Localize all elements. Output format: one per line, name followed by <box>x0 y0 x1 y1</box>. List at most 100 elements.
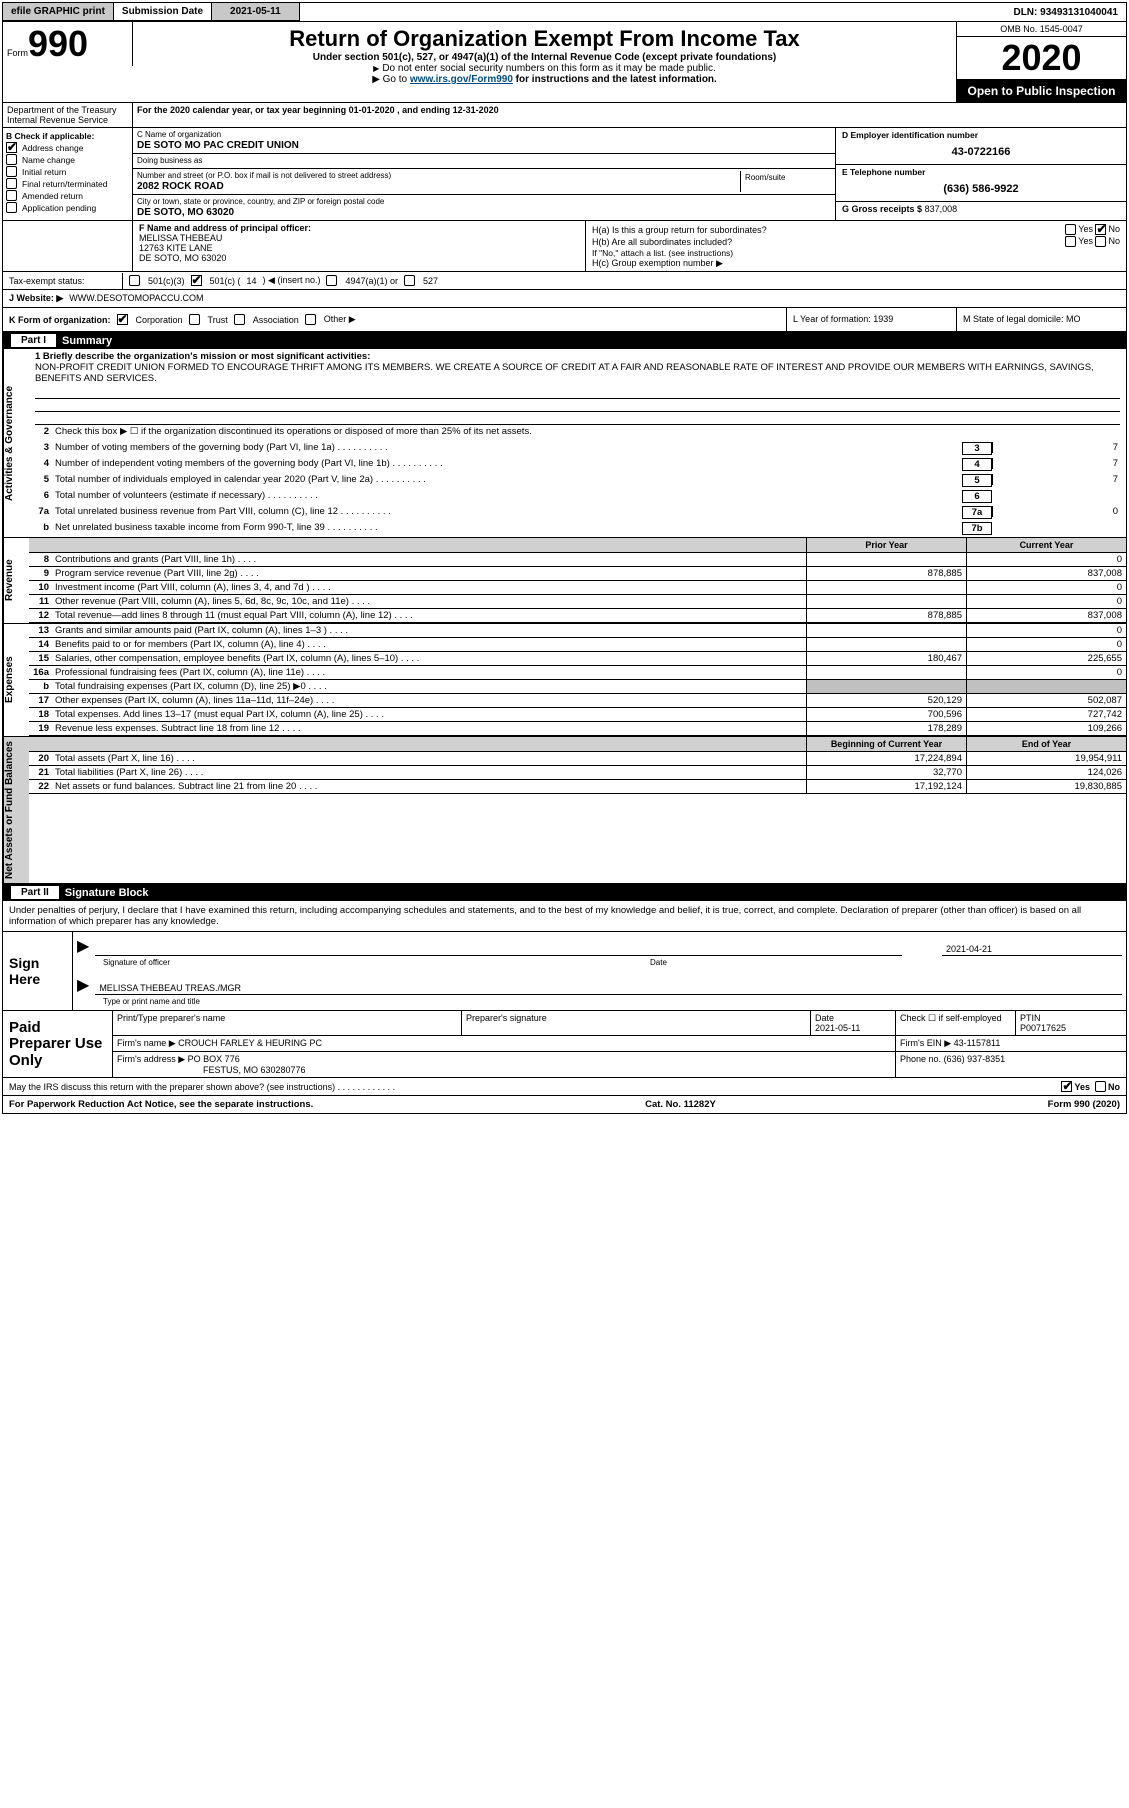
revenue-section: Revenue Prior Year Current Year 8Contrib… <box>3 538 1126 624</box>
org-name-label: C Name of organization <box>137 130 831 139</box>
value-row: 8Contributions and grants (Part VIII, li… <box>29 553 1126 567</box>
discuss-yes[interactable] <box>1061 1081 1072 1092</box>
phone-label: E Telephone number <box>842 167 1120 177</box>
gov-line: 6Total number of volunteers (estimate if… <box>29 489 1126 505</box>
value-row: 19Revenue less expenses. Subtract line 1… <box>29 722 1126 736</box>
year-box: OMB No. 1545-0047 2020 Open to Public In… <box>956 22 1126 102</box>
ein-label: D Employer identification number <box>842 130 1120 140</box>
efile-graphic-print[interactable]: efile GRAPHIC print <box>3 3 114 21</box>
check-trust[interactable] <box>189 314 200 325</box>
check-app-pending[interactable] <box>6 202 17 213</box>
paid-preparer-label: Paid Preparer Use Only <box>3 1011 113 1077</box>
col-d: D Employer identification number 43-0722… <box>836 128 1126 220</box>
dept-treasury: Department of the Treasury Internal Reve… <box>3 103 133 127</box>
room-label: Room/suite <box>745 173 827 182</box>
k-row: K Form of organization: Corporation Trus… <box>3 308 1126 332</box>
gov-line: 4Number of independent voting members of… <box>29 457 1126 473</box>
check-other[interactable] <box>305 314 316 325</box>
street-label: Number and street (or P.O. box if mail i… <box>137 171 740 180</box>
form-word: Form <box>7 48 28 58</box>
hb-no[interactable] <box>1095 236 1106 247</box>
value-row: 10Investment income (Part VIII, column (… <box>29 581 1126 595</box>
ssn-note: Do not enter social security numbers on … <box>141 63 948 74</box>
form-990-page: efile GRAPHIC print Submission Date 2021… <box>2 2 1127 1114</box>
irs-link[interactable]: www.irs.gov/Form990 <box>410 74 513 85</box>
mission-text: NON-PROFIT CREDIT UNION FORMED TO ENCOUR… <box>35 362 1094 384</box>
part-2-header: Part II Signature Block <box>3 884 1126 901</box>
value-row: 21Total liabilities (Part X, line 26) . … <box>29 766 1126 780</box>
submission-date-value: 2021-05-11 <box>212 3 300 21</box>
col-b-checkboxes: B Check if applicable: Address change Na… <box>3 128 133 220</box>
i-label: Tax-exempt status: <box>3 273 123 289</box>
sign-here-label: Sign Here <box>3 932 73 1010</box>
line-2: Check this box ▶ ☐ if the organization d… <box>55 426 1122 437</box>
discuss-no[interactable] <box>1095 1081 1106 1092</box>
officer-signature-field[interactable] <box>95 938 902 956</box>
ha-yes[interactable] <box>1065 224 1076 235</box>
discuss-row: May the IRS discuss this return with the… <box>3 1078 1126 1095</box>
part-1-header: Part I Summary <box>3 332 1126 349</box>
check-initial-return[interactable] <box>6 166 17 177</box>
sidebar-activities-governance: Activities & Governance <box>3 349 29 537</box>
paid-preparer-block: Paid Preparer Use Only Print/Type prepar… <box>3 1011 1126 1078</box>
value-row: bTotal fundraising expenses (Part IX, co… <box>29 680 1126 694</box>
calendar-year-line: For the 2020 calendar year, or tax year … <box>133 103 1126 127</box>
dba-label: Doing business as <box>137 156 831 165</box>
check-501c[interactable] <box>191 275 202 286</box>
phone-value: (636) 586-9922 <box>842 183 1120 195</box>
check-4947[interactable] <box>326 275 337 286</box>
goto-note: ▶ Go to www.irs.gov/Form990 for instruct… <box>141 74 948 85</box>
value-row: 12Total revenue—add lines 8 through 11 (… <box>29 609 1126 623</box>
tax-exempt-row: Tax-exempt status: 501(c)(3) 501(c) (14)… <box>3 272 1126 290</box>
beg-year-header: Beginning of Current Year <box>806 737 966 751</box>
check-501c3[interactable] <box>129 275 140 286</box>
website-value: WWW.DESOTOMOPACCU.COM <box>69 293 203 304</box>
value-row: 20Total assets (Part X, line 16) . . . .… <box>29 752 1126 766</box>
check-corporation[interactable] <box>117 314 128 325</box>
line-1-label: 1 Briefly describe the organization's mi… <box>35 351 370 362</box>
value-row: 16aProfessional fundraising fees (Part I… <box>29 666 1126 680</box>
cat-number: Cat. No. 11282Y <box>313 1099 1047 1110</box>
check-527[interactable] <box>404 275 415 286</box>
form-title-box: Return of Organization Exempt From Incom… <box>133 22 956 102</box>
org-name: DE SOTO MO PAC CREDIT UNION <box>137 140 831 151</box>
officer-info: MELISSA THEBEAU 12763 KITE LANE DE SOTO,… <box>139 233 579 263</box>
check-name-change[interactable] <box>6 154 17 165</box>
street-value: 2082 ROCK ROAD <box>137 181 740 192</box>
signature-block: Under penalties of perjury, I declare th… <box>3 901 1126 1113</box>
hb-yes[interactable] <box>1065 236 1076 247</box>
value-row: 11Other revenue (Part VIII, column (A), … <box>29 595 1126 609</box>
website-row: J Website: ▶ WWW.DESOTOMOPACCU.COM <box>3 290 1126 308</box>
sidebar-net-assets: Net Assets or Fund Balances <box>3 737 29 883</box>
k-label: K Form of organization: <box>9 315 111 325</box>
sidebar-revenue: Revenue <box>3 538 29 623</box>
ha-no[interactable] <box>1095 224 1106 235</box>
check-final-return[interactable] <box>6 178 17 189</box>
current-year-header: Current Year <box>966 538 1126 552</box>
omb-number: OMB No. 1545-0047 <box>957 22 1126 37</box>
form-number-box: Form990 <box>3 22 133 66</box>
part-1-title: Summary <box>62 335 112 347</box>
value-row: 17Other expenses (Part IX, column (A), l… <box>29 694 1126 708</box>
col-b-label: B Check if applicable: <box>6 131 94 141</box>
j-label: J Website: ▶ <box>9 293 63 304</box>
end-year-header: End of Year <box>966 737 1126 751</box>
ein-value: 43-0722166 <box>842 146 1120 158</box>
netassets-section: Net Assets or Fund Balances Beginning of… <box>3 737 1126 884</box>
state-domicile: M State of legal domicile: MO <box>956 308 1126 331</box>
gross-receipts: G Gross receipts $ 837,008 <box>842 204 1120 214</box>
check-address-change[interactable] <box>6 142 17 153</box>
city-label: City or town, state or province, country… <box>137 197 831 206</box>
typed-name-field: MELISSA THEBEAU TREAS./MGR <box>95 977 1122 995</box>
principal-officer-block: F Name and address of principal officer:… <box>133 221 586 271</box>
expenses-section: Expenses 13Grants and similar amounts pa… <box>3 624 1126 737</box>
form-ref: Form 990 (2020) <box>1048 1099 1120 1110</box>
tax-year: 2020 <box>957 37 1126 80</box>
check-association[interactable] <box>234 314 245 325</box>
sig-arrow-icon-2: ▶ <box>77 975 89 995</box>
row-a: Department of the Treasury Internal Reve… <box>3 103 1126 128</box>
part-1-num: Part I <box>11 334 56 347</box>
gov-line: 5Total number of individuals employed in… <box>29 473 1126 489</box>
open-to-public: Open to Public Inspection <box>957 80 1126 102</box>
check-amended[interactable] <box>6 190 17 201</box>
